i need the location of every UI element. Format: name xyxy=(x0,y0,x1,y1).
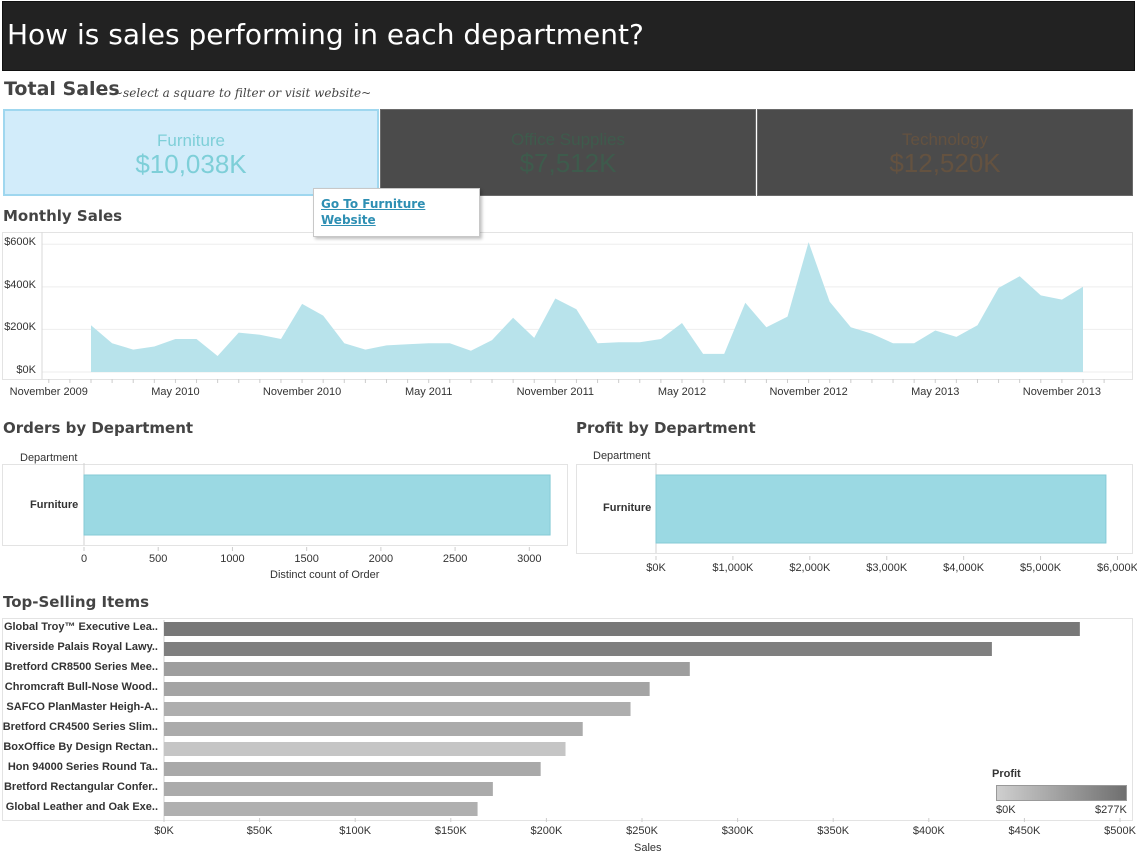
department-tiles: Furniture $10,038K Office Supplies $7,51… xyxy=(3,109,1133,198)
monthly-sales-chart xyxy=(41,232,1132,383)
top-items-frame xyxy=(2,618,1133,821)
tile-furniture-value: $10,038K xyxy=(135,149,247,179)
orders-frame xyxy=(2,464,568,546)
orders-chart xyxy=(83,463,551,551)
monthly-x-tick-label: November 2010 xyxy=(262,386,342,398)
top-item-bar xyxy=(164,722,583,736)
profit-frame xyxy=(576,464,1133,554)
profit-chart xyxy=(655,463,1118,560)
orders-title: Orders by Department xyxy=(3,419,194,437)
orders-x-tick-label: 2500 xyxy=(442,553,468,565)
profit-x-tick-label: $3,000K xyxy=(866,562,908,574)
top-item-bar xyxy=(164,662,690,676)
profit-x-tick-label: $6,000K xyxy=(1096,562,1137,574)
top-item-label: Chromcraft Bull-Nose Wood.. xyxy=(4,681,158,693)
monthly-x-tick-label: November 2009 xyxy=(9,386,88,398)
profit-legend-title: Profit xyxy=(992,768,1021,780)
top-item-bar xyxy=(164,682,650,696)
top-items-x-tick-label: $100K xyxy=(339,825,372,837)
top-item-label: SAFCO PlanMaster Heigh-A.. xyxy=(6,701,158,713)
dashboard-header: How is sales performing in each departme… xyxy=(2,1,1135,71)
top-item-bar xyxy=(164,642,992,656)
tile-technology[interactable]: Technology $12,520K xyxy=(757,109,1133,196)
monthly-y-tick-label: $200K xyxy=(4,321,36,334)
orders-xlabel: Distinct count of Order xyxy=(270,569,380,581)
orders-category-furniture: Furniture xyxy=(30,499,79,511)
monthly-x-tick-label: May 2011 xyxy=(404,386,453,398)
monthly-sales-title: Monthly Sales xyxy=(3,207,123,225)
tile-furniture[interactable]: Furniture $10,038K xyxy=(3,109,379,196)
orders-x-tick-label: 0 xyxy=(80,553,88,565)
profit-legend-max: $277K xyxy=(1095,804,1127,816)
profit-category-label: Department xyxy=(593,450,651,462)
top-items-x-tick-label: $300K xyxy=(721,825,754,837)
profit-title: Profit by Department xyxy=(576,419,756,437)
monthly-x-tick-label: November 2012 xyxy=(769,386,848,398)
total-sales-subtitle: ~select a square to filter or visit webs… xyxy=(113,86,372,100)
top-item-label: Bretford Rectangular Confer.. xyxy=(3,781,158,793)
profit-legend-min: $0K xyxy=(996,804,1016,816)
profit-legend-gradient xyxy=(996,785,1127,801)
orders-x-tick-label: 1500 xyxy=(294,553,319,565)
tile-furniture-name: Furniture xyxy=(156,131,226,150)
dashboard-title: How is sales performing in each departme… xyxy=(7,18,644,51)
furniture-website-link[interactable]: Go To Furniture Website xyxy=(321,197,426,227)
top-item-label: Riverside Palais Royal Lawy.. xyxy=(4,641,158,653)
orders-x-tick-label: 3000 xyxy=(517,553,542,565)
top-item-label: Bretford CR8500 Series Mee.. xyxy=(4,661,158,673)
top-items-x-tick-label: $200K xyxy=(530,825,563,837)
monthly-sales-frame xyxy=(2,232,1133,380)
profit-x-tick-label: $1,000K xyxy=(712,562,754,574)
orders-x-tick-label: 2000 xyxy=(368,553,394,565)
profit-x-tick-label: $0K xyxy=(646,562,666,574)
top-item-bar xyxy=(164,622,1080,636)
tile-office-supplies[interactable]: Office Supplies $7,512K xyxy=(380,109,756,196)
top-item-bar xyxy=(164,782,493,796)
profit-bar-furniture xyxy=(655,474,1107,544)
monthly-y-tick-label: $0K xyxy=(16,364,36,376)
profit-x-tick-label: $4,000K xyxy=(943,562,985,574)
top-item-bar xyxy=(164,802,478,816)
orders-x-tick-label: 500 xyxy=(149,553,168,565)
top-item-label: Global Troy™ Executive Lea.. xyxy=(3,621,158,633)
monthly-x-tick-label: May 2013 xyxy=(911,386,960,398)
top-item-bar xyxy=(164,702,631,716)
top-items-x-tick-label: $500K xyxy=(1104,825,1136,837)
top-items-x-tick-label: $250K xyxy=(626,825,658,837)
orders-category-label: Department xyxy=(20,452,78,464)
top-items-x-tick-label: $350K xyxy=(817,825,850,837)
top-item-label: Hon 94000 Series Round Ta.. xyxy=(7,761,158,773)
top-items-x-tick-label: $450K xyxy=(1008,825,1041,837)
monthly-x-tick-label: November 2011 xyxy=(516,386,595,398)
monthly-y-tick-label: $400K xyxy=(4,278,36,291)
top-item-label: Global Leather and Oak Exe.. xyxy=(5,801,158,813)
orders-x-tick-label: 1000 xyxy=(220,553,245,565)
top-items-x-tick-label: $150K xyxy=(434,825,467,837)
top-item-label: BoxOffice By Design Rectan.. xyxy=(3,741,158,753)
monthly-y-tick-label: $600K xyxy=(4,236,36,249)
monthly-x-tick-label: November 2013 xyxy=(1022,386,1102,398)
top-items-x-tick-label: $50K xyxy=(246,825,273,837)
top-items-xlabel: Sales xyxy=(634,842,662,854)
tile-office-supplies-name: Office Supplies xyxy=(510,130,626,149)
orders-bar-furniture xyxy=(83,474,551,536)
profit-x-tick-label: $5,000K xyxy=(1020,562,1062,574)
top-items-title: Top-Selling Items xyxy=(3,593,150,611)
furniture-tooltip: Go To Furniture Website xyxy=(313,188,480,237)
monthly-x-tick-label: May 2010 xyxy=(151,386,200,398)
profit-category-furniture: Furniture xyxy=(603,502,652,514)
top-item-bar xyxy=(164,762,541,776)
total-sales-title: Total Sales xyxy=(4,78,120,100)
top-items-x-tick-label: $400K xyxy=(912,825,945,837)
monthly-sales-area xyxy=(91,242,1083,372)
top-item-label: Bretford CR4500 Series Slim.. xyxy=(2,721,158,733)
profit-x-tick-label: $2,000K xyxy=(789,562,831,574)
tile-technology-value: $12,520K xyxy=(889,148,1001,178)
monthly-x-tick-label: May 2012 xyxy=(657,386,707,398)
tile-office-supplies-value: $7,512K xyxy=(519,148,617,178)
top-item-bar xyxy=(164,742,566,756)
top-items-x-tick-label: $0K xyxy=(154,825,174,837)
tile-technology-name: Technology xyxy=(901,130,988,149)
